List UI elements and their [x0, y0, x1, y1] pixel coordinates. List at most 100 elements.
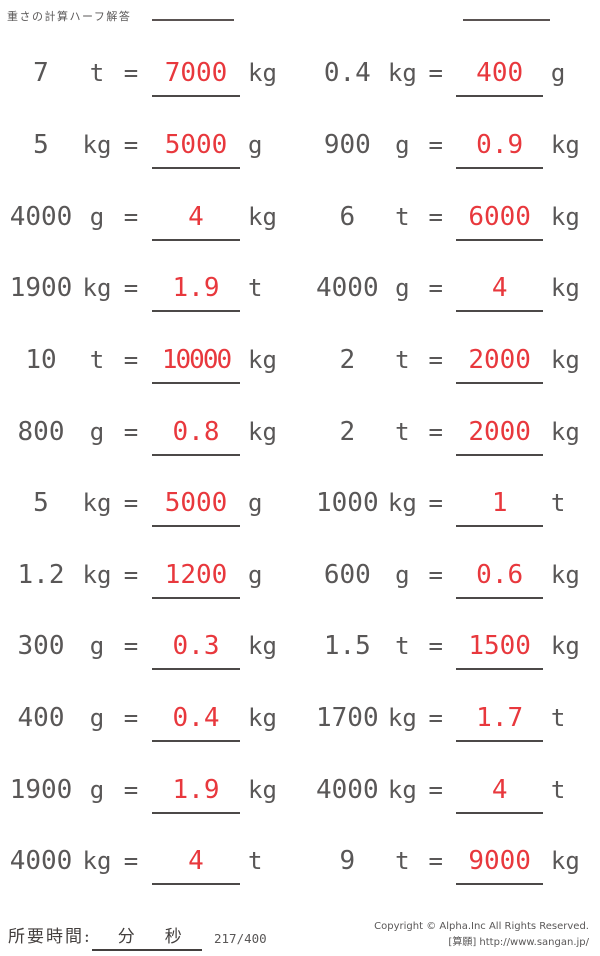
problem-unit: kg: [387, 489, 417, 518]
equals-sign: =: [123, 345, 139, 374]
answer-unit: t: [550, 489, 566, 518]
problem-unit: t: [89, 59, 105, 88]
problem-value: 300: [17, 631, 65, 662]
answer-blank: 0.4: [152, 703, 240, 743]
problem-row: 5 kg = 5000 g 1000 kg = 1 t: [2, 472, 600, 544]
problem-row: 4000 kg = 4 t 9 t = 9000 kg: [2, 830, 600, 902]
answer-blank: 0.3: [152, 631, 240, 671]
equals-sign: =: [428, 59, 443, 88]
required-time-label: 所要時間:: [8, 927, 92, 947]
answer-unit: kg: [550, 847, 580, 876]
time-blank-line: 分 秒: [91, 922, 202, 951]
equals-sign: =: [123, 775, 139, 804]
answer-blank: 0.9: [456, 130, 543, 169]
equals-sign: =: [428, 345, 443, 374]
equals-sign: =: [428, 560, 443, 589]
answer-unit: g: [248, 489, 263, 518]
conversion-problem: 1900 kg = 1.9 t: [2, 273, 301, 313]
problem-value: 800: [17, 416, 65, 447]
problem-unit: g: [89, 775, 105, 804]
problem-unit: kg: [387, 704, 417, 733]
conversion-problem: 1.5 t = 1500 kg: [309, 631, 600, 671]
answer-unit: g: [248, 560, 263, 589]
answer-blank: 1500: [456, 631, 543, 671]
problem-row: 7 t = 7000 kg 0.4 kg = 400 g: [2, 42, 600, 114]
equals-sign: =: [428, 130, 443, 159]
problem-value: 900: [323, 129, 371, 160]
problem-unit: g: [395, 130, 410, 159]
answer-unit: kg: [248, 632, 277, 661]
problem-value: 10: [25, 344, 57, 375]
problem-unit: kg: [387, 59, 417, 88]
problem-unit: kg: [387, 775, 417, 804]
problem-value: 1.5: [323, 631, 371, 662]
problem-row: 400 g = 0.4 kg 1700 kg = 1.7 t: [2, 687, 600, 759]
problem-unit: g: [89, 417, 105, 446]
page-title: 重さの計算ハーフ解答: [7, 10, 132, 23]
minutes-label: 分: [117, 927, 137, 947]
answer-unit: t: [248, 847, 263, 876]
problem-unit: g: [89, 632, 105, 661]
conversion-problem: 2 t = 2000 kg: [309, 345, 600, 384]
conversion-problem: 800 g = 0.8 kg: [2, 417, 301, 456]
problem-unit: t: [395, 345, 410, 374]
answer-unit: kg: [248, 345, 277, 374]
problem-value: 0.4: [323, 58, 371, 89]
seconds-label: 秒: [164, 927, 184, 947]
conversion-problem: 4000 kg = 4 t: [2, 846, 301, 886]
equals-sign: =: [123, 274, 139, 303]
problem-unit: g: [395, 274, 410, 303]
answer-blank: 4: [152, 202, 240, 241]
problem-value: 4000: [316, 273, 379, 304]
conversion-problem: 4000 kg = 4 t: [309, 775, 600, 814]
answer-blank: 5000: [152, 488, 240, 528]
problem-unit: g: [89, 704, 105, 733]
equals-sign: =: [123, 130, 139, 159]
problem-unit: t: [395, 202, 410, 231]
conversion-problem: 4000 g = 4 kg: [309, 273, 600, 313]
answer-blank: 1.9: [152, 273, 240, 313]
equals-sign: =: [428, 489, 443, 518]
problem-value: 4000: [9, 201, 73, 232]
problem-value: 5: [33, 488, 49, 519]
required-time-field: 所要時間: 分 秒: [8, 922, 202, 951]
copyright-line: Copyright © Alpha.Inc All Rights Reserve…: [374, 921, 589, 932]
name-blank-line-left: [152, 19, 234, 21]
problem-row: 4000 g = 4 kg 6 t = 6000 kg: [2, 185, 600, 257]
problem-row: 10 t = 10000 kg 2 t = 2000 kg: [2, 329, 600, 401]
equals-sign: =: [123, 489, 139, 518]
problem-unit: t: [395, 632, 410, 661]
equals-sign: =: [123, 847, 139, 876]
answer-unit: g: [550, 59, 566, 88]
answer-unit: kg: [248, 775, 277, 804]
problem-value: 6: [339, 201, 356, 232]
problem-unit: kg: [82, 274, 112, 303]
answer-unit: kg: [248, 59, 277, 88]
conversion-problem: 1000 kg = 1 t: [309, 488, 600, 528]
problem-row: 1900 g = 1.9 kg 4000 kg = 4 t: [2, 758, 600, 830]
problem-unit: g: [395, 560, 410, 589]
equals-sign: =: [428, 775, 443, 804]
copyright-url: [算願] http://www.sangan.jp/: [448, 936, 589, 948]
problem-row: 1900 kg = 1.9 t 4000 g = 4 kg: [2, 257, 600, 329]
problem-row: 300 g = 0.3 kg 1.5 t = 1500 kg: [2, 615, 600, 687]
problem-value: 600: [323, 559, 371, 590]
answer-blank: 2000: [456, 417, 543, 456]
conversion-problem: 400 g = 0.4 kg: [2, 703, 301, 743]
answer-unit: kg: [550, 417, 580, 446]
answer-unit: kg: [248, 704, 277, 733]
problem-value: 1900: [9, 774, 73, 805]
answer-blank: 0.6: [456, 560, 543, 599]
equals-sign: =: [123, 59, 139, 88]
answer-blank: 7000: [152, 58, 240, 98]
equals-sign: =: [428, 847, 443, 876]
page-number: 217/400: [214, 931, 267, 946]
conversion-problem: 300 g = 0.3 kg: [2, 631, 301, 671]
copyright-block: Copyright © Alpha.Inc All Rights Reserve…: [374, 919, 589, 950]
answer-blank: 4: [456, 273, 543, 313]
problem-value: 1700: [316, 703, 379, 734]
problem-value: 4000: [316, 774, 379, 805]
answer-blank: 1: [456, 488, 543, 528]
equals-sign: =: [123, 704, 139, 733]
